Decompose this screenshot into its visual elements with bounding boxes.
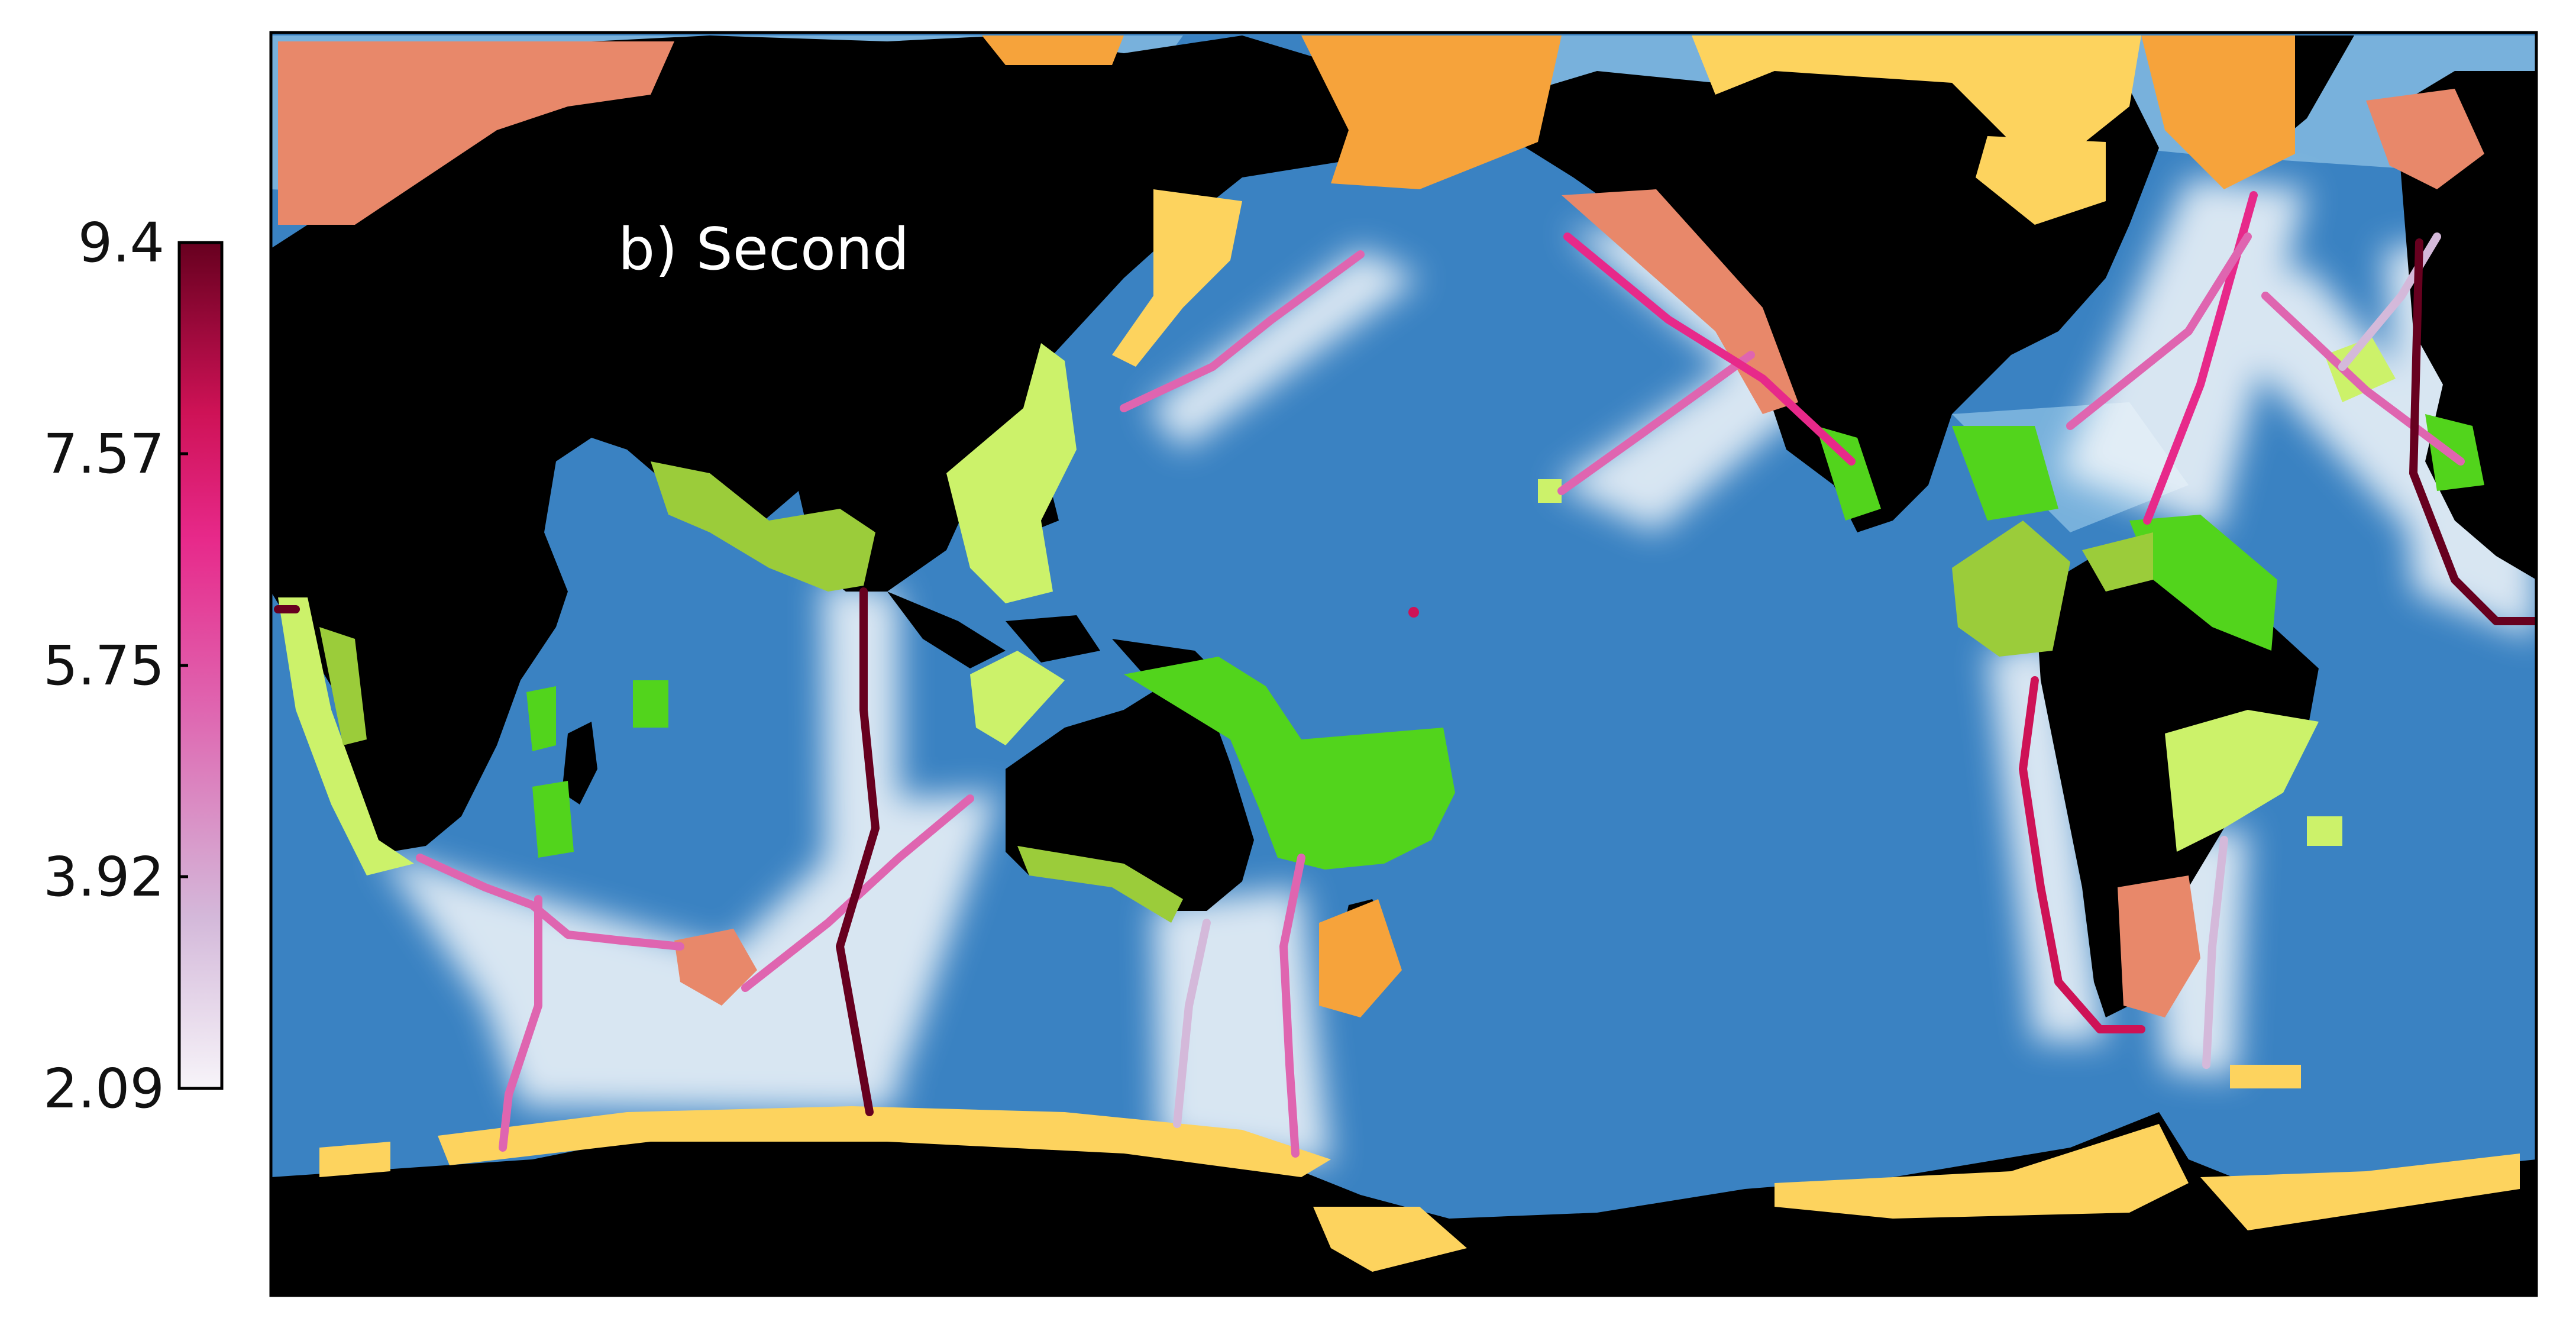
track-north-atlantic-2 bbox=[2066, 232, 2252, 430]
track-kuroshio bbox=[1120, 250, 1365, 412]
colorbar-tick-label: 7.57 bbox=[43, 422, 164, 486]
region-green bbox=[526, 414, 2484, 870]
colorbar-tick-label: 3.92 bbox=[43, 845, 164, 909]
track-tasman bbox=[1279, 854, 1305, 1158]
world-map bbox=[271, 33, 2536, 1295]
track-indian-meridian bbox=[836, 587, 880, 1116]
track-alaska bbox=[1563, 232, 1856, 466]
panel-label: b) Second bbox=[618, 216, 909, 283]
region-salmon bbox=[278, 41, 2484, 1017]
track-east-atlantic bbox=[2409, 238, 2536, 625]
track-indian-diagonal bbox=[741, 794, 974, 992]
region-olive bbox=[319, 461, 2153, 923]
track-peru bbox=[2019, 676, 2145, 1033]
pacific-point bbox=[1408, 607, 1419, 618]
map-frame bbox=[269, 31, 2538, 1297]
coastal-regions bbox=[278, 35, 2520, 1272]
region-lightgreen bbox=[278, 337, 2396, 875]
colorbar-tick-label: 9.4 bbox=[78, 211, 164, 274]
track-south-indian-west bbox=[416, 854, 684, 951]
region-yellow bbox=[319, 35, 2520, 1272]
colorbar: 9.4 7.57 5.75 3.92 2.09 bbox=[43, 211, 224, 1120]
region-orange bbox=[982, 35, 2295, 1017]
track-australia-south bbox=[1173, 919, 1211, 1128]
colorbar-ticks bbox=[179, 241, 188, 1090]
track-south-atlantic bbox=[2202, 836, 2228, 1069]
track-north-atlantic-3 bbox=[2261, 292, 2465, 466]
track-north-atlantic-4 bbox=[2338, 232, 2441, 371]
colorbar-tick-label: 5.75 bbox=[43, 634, 164, 697]
transect-tracks bbox=[274, 191, 2536, 1158]
colorbar-tick-label: 2.09 bbox=[43, 1057, 164, 1120]
track-indian-south-1 bbox=[499, 895, 542, 1152]
track-north-pacific bbox=[1557, 351, 1755, 495]
